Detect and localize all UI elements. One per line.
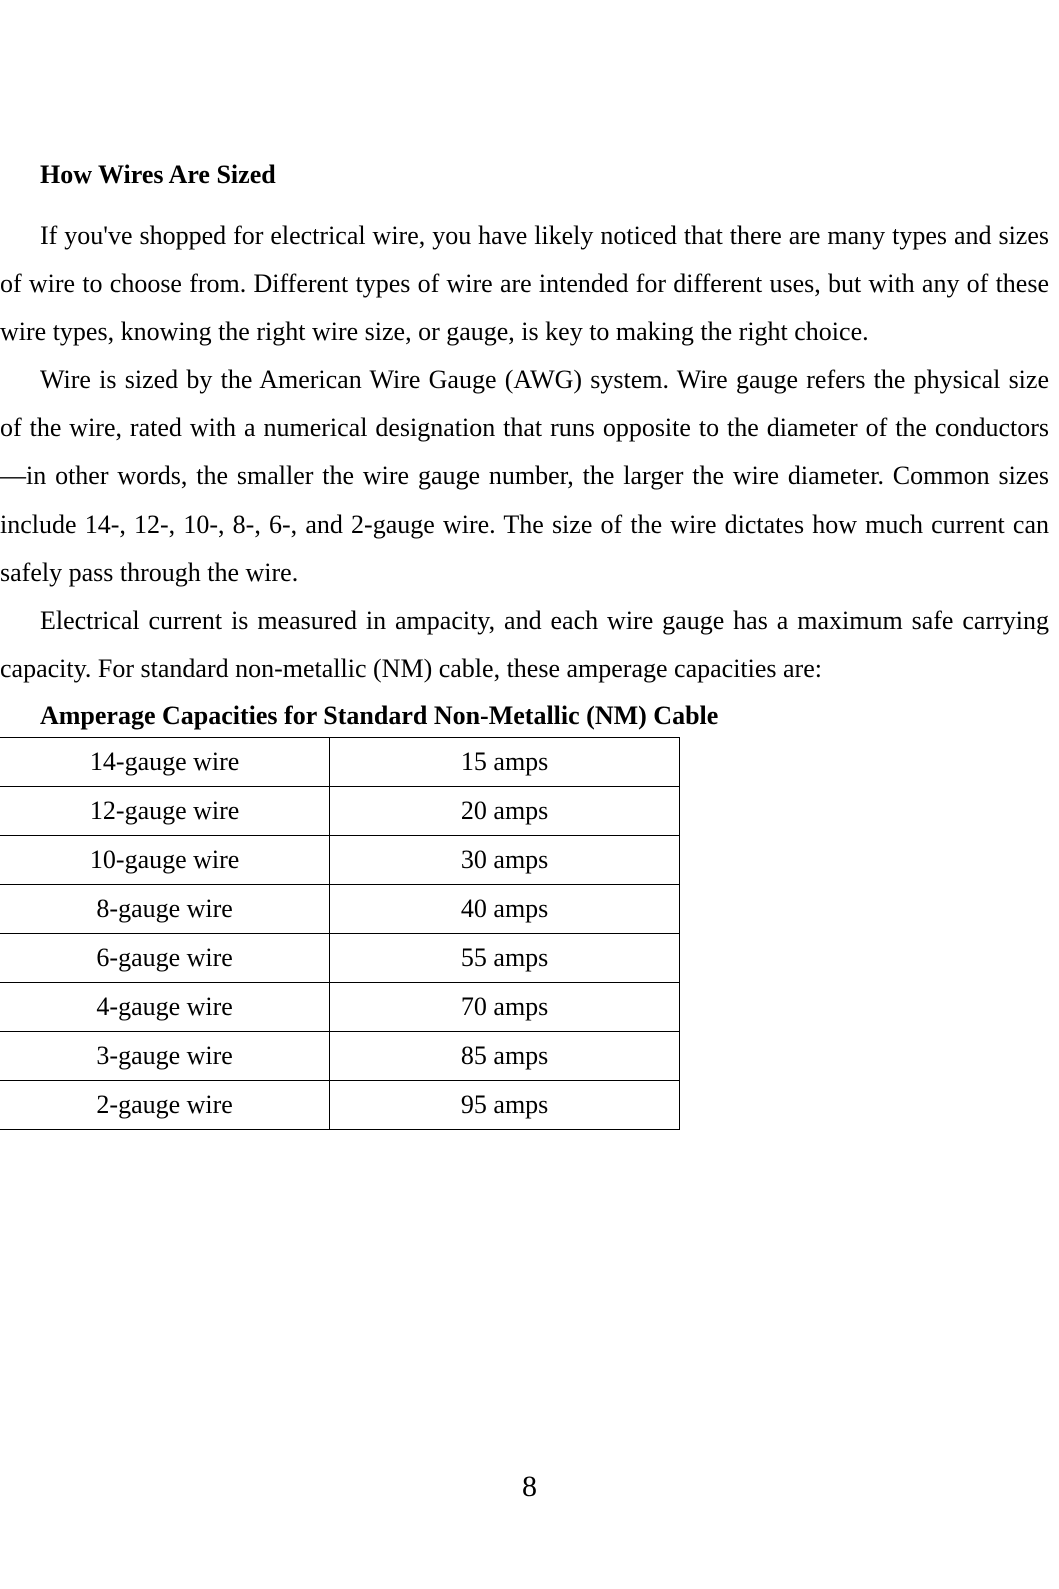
gauge-cell: 12-gauge wire — [0, 786, 330, 835]
page-number: 8 — [0, 1470, 1059, 1504]
table-row: 2-gauge wire 95 amps — [0, 1080, 680, 1129]
gauge-cell: 2-gauge wire — [0, 1080, 330, 1129]
gauge-cell: 3-gauge wire — [0, 1031, 330, 1080]
amps-cell: 40 amps — [330, 884, 680, 933]
amps-cell: 70 amps — [330, 982, 680, 1031]
gauge-cell: 4-gauge wire — [0, 982, 330, 1031]
gauge-cell: 6-gauge wire — [0, 933, 330, 982]
table-heading: Amperage Capacities for Standard Non-Met… — [40, 701, 1049, 731]
paragraph-1: If you've shopped for electrical wire, y… — [0, 212, 1049, 356]
table-row: 8-gauge wire 40 amps — [0, 884, 680, 933]
amps-cell: 85 amps — [330, 1031, 680, 1080]
paragraph-3: Electrical current is measured in ampaci… — [0, 597, 1049, 693]
amps-cell: 55 amps — [330, 933, 680, 982]
table-row: 14-gauge wire 15 amps — [0, 737, 680, 786]
section-heading: How Wires Are Sized — [40, 160, 1049, 190]
table-row: 6-gauge wire 55 amps — [0, 933, 680, 982]
amps-cell: 95 amps — [330, 1080, 680, 1129]
table-row: 12-gauge wire 20 amps — [0, 786, 680, 835]
gauge-cell: 10-gauge wire — [0, 835, 330, 884]
paragraph-2: Wire is sized by the American Wire Gauge… — [0, 356, 1049, 596]
table-row: 4-gauge wire 70 amps — [0, 982, 680, 1031]
amps-cell: 15 amps — [330, 737, 680, 786]
amps-cell: 30 amps — [330, 835, 680, 884]
table-row: 3-gauge wire 85 amps — [0, 1031, 680, 1080]
amps-cell: 20 amps — [330, 786, 680, 835]
amperage-table: 14-gauge wire 15 amps 12-gauge wire 20 a… — [0, 737, 680, 1130]
gauge-cell: 8-gauge wire — [0, 884, 330, 933]
gauge-cell: 14-gauge wire — [0, 737, 330, 786]
table-row: 10-gauge wire 30 amps — [0, 835, 680, 884]
